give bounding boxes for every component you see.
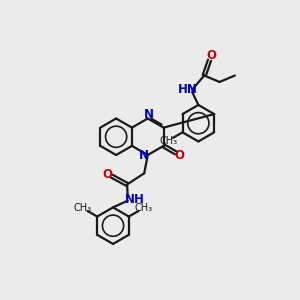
Text: HN: HN xyxy=(178,83,198,96)
Text: N: N xyxy=(139,148,149,161)
Text: N: N xyxy=(144,108,154,121)
Text: CH₃: CH₃ xyxy=(159,136,177,146)
Text: CH₃: CH₃ xyxy=(135,203,153,213)
Text: NH: NH xyxy=(125,193,145,206)
Text: O: O xyxy=(206,49,216,62)
Text: O: O xyxy=(102,168,112,181)
Text: O: O xyxy=(175,149,184,162)
Text: CH₃: CH₃ xyxy=(74,203,92,213)
